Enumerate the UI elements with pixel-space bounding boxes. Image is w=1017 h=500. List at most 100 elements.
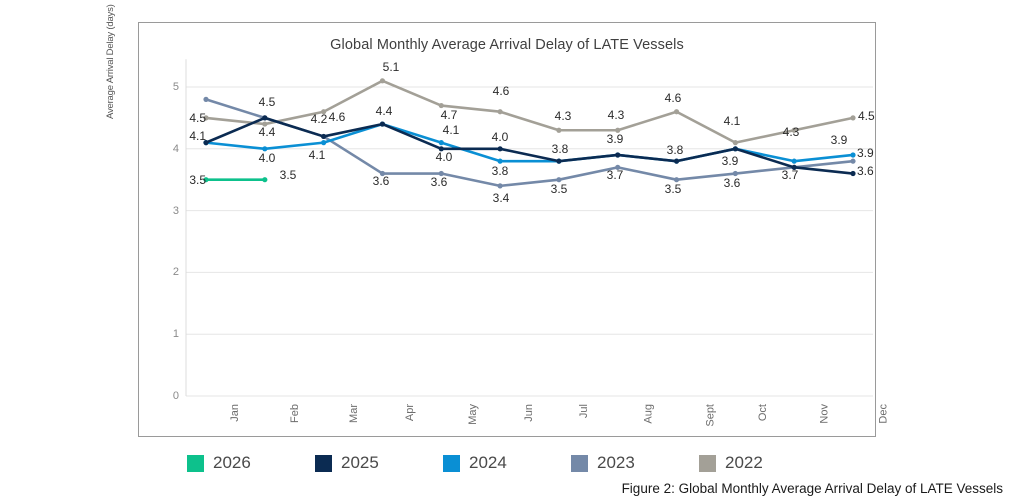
- series-line-2023: [204, 98, 855, 188]
- plot-area: [185, 25, 873, 397]
- data-point-2024: [321, 140, 327, 146]
- legend-item-2022[interactable]: 2022: [699, 453, 827, 473]
- legend-label-2022: 2022: [725, 453, 763, 472]
- series-2024: [203, 121, 856, 164]
- legend-item-2026[interactable]: 2026: [187, 453, 315, 473]
- data-point-2022: [497, 109, 503, 115]
- data-point-label: 5.1: [382, 60, 400, 74]
- data-point-2022: [850, 115, 856, 121]
- data-point-label: 3.5: [664, 182, 682, 196]
- legend-item-2025[interactable]: 2025: [315, 453, 443, 473]
- data-point-label: 4.5: [858, 109, 875, 123]
- data-point-label: 4.6: [664, 91, 682, 105]
- legend-item-2024[interactable]: 2024: [443, 453, 571, 473]
- data-point-2023: [203, 96, 209, 102]
- data-point-2025: [673, 158, 680, 164]
- data-point-label: 3.8: [666, 143, 684, 157]
- data-point-label: 3.5: [550, 182, 568, 196]
- data-point-label: 3.4: [492, 191, 510, 205]
- data-point-label: 3.9: [857, 146, 874, 160]
- data-point-2022: [556, 127, 562, 133]
- series-2025: [203, 115, 856, 177]
- data-point-label: 4.3: [554, 109, 572, 123]
- data-point-2025: [850, 170, 856, 177]
- data-point-label: 4.1: [189, 129, 206, 143]
- data-point-2025: [379, 121, 386, 127]
- x-tick-label-dec: Dec: [877, 404, 890, 424]
- data-point-label: 3.6: [430, 175, 448, 189]
- series-2023: [203, 96, 856, 189]
- legend-item-2023[interactable]: 2023: [571, 453, 699, 473]
- x-tick-label-may: May: [467, 404, 480, 425]
- data-point-2022: [321, 109, 327, 115]
- data-point-2026: [203, 177, 209, 183]
- y-axis-tick-labels: 0 1 2 3 4 5: [147, 25, 179, 402]
- data-point-2023: [438, 170, 444, 177]
- data-point-label: 3.6: [372, 174, 390, 188]
- data-point-2022: [791, 127, 797, 133]
- data-point-2025: [203, 140, 209, 146]
- data-point-label: 4.5: [189, 111, 206, 125]
- y-tick-label: 1: [172, 328, 179, 341]
- data-point-2024: [791, 158, 797, 164]
- data-point-2025: [615, 152, 621, 158]
- legend-label-2024: 2024: [469, 453, 507, 472]
- legend-swatch-2024: [443, 454, 460, 472]
- data-point-label: 4.1: [442, 123, 460, 137]
- data-point-2023: [732, 170, 738, 177]
- data-point-label: 3.6: [857, 164, 874, 178]
- y-axis-title: Average Arrival Delay (days): [105, 4, 116, 119]
- legend-swatch-2023: [571, 454, 588, 472]
- data-point-2023: [379, 170, 386, 177]
- legend-swatch-2022: [699, 454, 716, 472]
- data-point-label: 3.8: [491, 164, 509, 178]
- data-point-2024: [438, 140, 444, 146]
- data-point-label: 4.3: [782, 125, 800, 139]
- data-point-label: 3.7: [781, 168, 799, 182]
- data-point-2025: [556, 158, 562, 164]
- data-point-2025: [497, 146, 503, 152]
- legend-swatch-2026: [187, 454, 204, 472]
- x-tick-label-jun: Jun: [522, 404, 535, 422]
- x-tick-label-aug: Aug: [642, 404, 655, 424]
- data-point-label: 3.9: [830, 133, 848, 147]
- x-tick-label-jan: Jan: [228, 404, 241, 422]
- y-tick-label: 5: [172, 81, 179, 93]
- data-point-2023: [497, 183, 503, 189]
- plot-svg: [185, 59, 873, 397]
- series-2026: [203, 177, 268, 183]
- data-point-2022: [379, 78, 386, 84]
- x-tick-label-nov: Nov: [818, 404, 831, 424]
- data-point-2024: [497, 158, 503, 164]
- data-point-label: 4.3: [607, 108, 625, 122]
- data-point-2022: [203, 115, 209, 121]
- y-tick-label: 3: [172, 204, 179, 217]
- data-point-2022: [615, 127, 621, 133]
- data-point-2024: [850, 152, 856, 158]
- data-point-label: 3.8: [551, 142, 569, 156]
- legend-label-2025: 2025: [341, 453, 379, 472]
- legend-label-2023: 2023: [597, 453, 635, 472]
- y-tick-label: 4: [172, 142, 179, 155]
- data-point-label: 4.5: [258, 95, 276, 109]
- data-point-2025: [321, 133, 327, 140]
- data-point-label: 4.0: [435, 150, 453, 164]
- data-point-label: 4.4: [258, 125, 276, 139]
- data-point-label: 3.7: [606, 168, 624, 182]
- data-point-label: 4.6: [492, 84, 510, 98]
- data-point-label: 4.2: [310, 112, 328, 126]
- data-point-label: 4.6: [328, 110, 346, 124]
- data-point-label: 3.6: [723, 176, 741, 190]
- legend-swatch-2025: [315, 454, 332, 472]
- x-tick-label-oct: Oct: [757, 404, 770, 422]
- data-point-2022: [732, 140, 738, 146]
- data-point-2023: [673, 177, 680, 183]
- series-line-2022: [204, 79, 855, 144]
- chart-title: Global Monthly Average Arrival Delay of …: [330, 37, 684, 53]
- data-point-label: 4.1: [308, 148, 326, 162]
- data-point-label: 4.0: [258, 151, 276, 165]
- data-point-label: 4.7: [440, 108, 458, 122]
- legend-label-2026: 2026: [213, 453, 251, 472]
- data-point-label: 4.1: [723, 114, 741, 128]
